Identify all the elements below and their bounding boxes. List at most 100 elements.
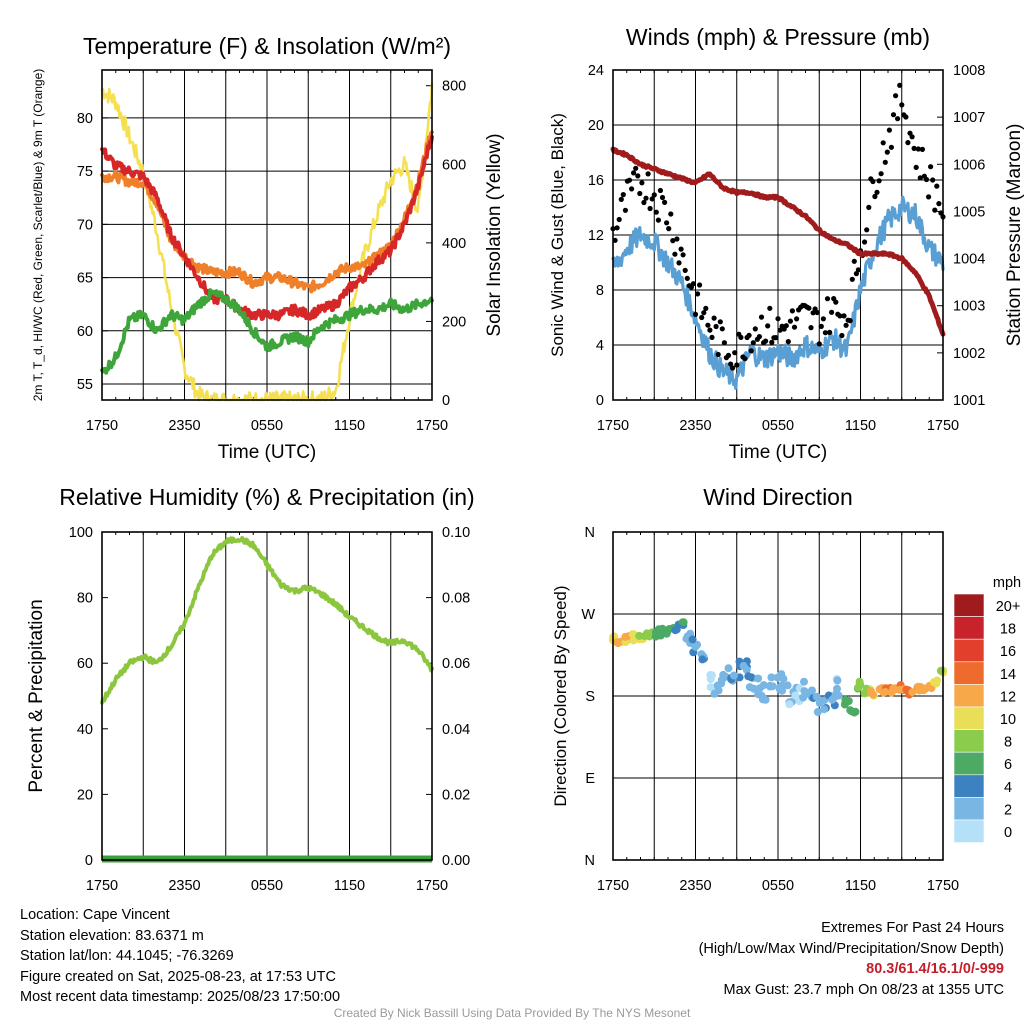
x-tick-label: 1750 xyxy=(416,878,448,894)
gust-point xyxy=(833,299,839,305)
gust-point xyxy=(622,207,629,213)
series-line-relative-humidity xyxy=(100,535,434,705)
y-axis-label: Sonic Wind & Gust (Blue, Black) xyxy=(548,113,567,357)
direction-point xyxy=(929,678,938,687)
max-gust-text: Max Gust: 23.7 mph On 08/23 at 1355 UTC xyxy=(723,981,1004,998)
direction-point xyxy=(759,681,768,690)
direction-point xyxy=(663,627,672,635)
latlon-text: Station lat/lon: 44.1045; -76.3269 xyxy=(20,948,234,964)
gust-point xyxy=(707,327,713,333)
x-tick-label: 2350 xyxy=(168,878,200,894)
gust-point xyxy=(814,309,820,316)
gust-point xyxy=(670,238,676,244)
plot-border xyxy=(101,69,433,401)
gust-point xyxy=(717,319,723,325)
y2-tick-label: 600 xyxy=(442,157,466,173)
y-tick-label: S xyxy=(585,689,595,705)
gust-point xyxy=(631,170,637,176)
gust-point xyxy=(866,204,872,210)
direction-point xyxy=(730,671,738,680)
extremes-heading: Extremes For Past 24 Hours xyxy=(821,920,1004,936)
gust-point xyxy=(758,314,765,320)
direction-point xyxy=(747,673,756,682)
gust-point xyxy=(730,365,736,371)
y2-tick-label: 1008 xyxy=(953,63,985,79)
gust-point xyxy=(697,282,703,288)
gust-point xyxy=(862,239,868,245)
gust-point xyxy=(746,332,752,338)
gust-point xyxy=(664,220,670,226)
direction-point xyxy=(767,673,776,682)
gust-point xyxy=(806,305,812,311)
x-tick-label: 2350 xyxy=(168,418,200,434)
y-axis-label: Direction (Colored By Speed) xyxy=(551,585,570,806)
gust-point xyxy=(932,207,938,213)
colorbar-label: 16 xyxy=(1000,644,1016,660)
gust-point xyxy=(738,334,744,340)
y2-tick-label: 1002 xyxy=(953,346,985,362)
y-tick-label: 0 xyxy=(85,853,93,869)
gust-point xyxy=(719,326,725,332)
gust-point xyxy=(750,340,756,346)
colorbar-label: 20+ xyxy=(996,599,1021,615)
gust-point xyxy=(639,180,645,186)
gust-point xyxy=(822,330,829,336)
gust-point xyxy=(618,196,624,202)
gust-point xyxy=(841,313,847,319)
y2-tick-label: 0.02 xyxy=(442,787,470,803)
gust-point xyxy=(909,134,915,140)
gust-point xyxy=(705,322,711,328)
gust-point xyxy=(680,252,686,258)
y-tick-label: 55 xyxy=(77,377,93,393)
direction-point xyxy=(754,674,763,683)
y2-tick-label: 1001 xyxy=(953,393,985,409)
direction-point xyxy=(778,686,787,695)
colorbar-swatch xyxy=(953,706,985,730)
x-tick-label: 1750 xyxy=(927,418,959,434)
colorbar-swatch xyxy=(953,819,985,843)
gust-point xyxy=(676,260,682,266)
y2-tick-label: 0.10 xyxy=(442,525,470,541)
y-tick-label: 40 xyxy=(77,722,93,738)
gust-point xyxy=(839,332,845,339)
gust-point xyxy=(808,325,814,331)
plot-border xyxy=(612,531,944,861)
direction-point xyxy=(761,695,770,704)
gust-point xyxy=(682,267,688,273)
direction-point xyxy=(766,681,774,690)
gust-point xyxy=(690,281,697,287)
series-line-sonic-wind xyxy=(611,195,945,390)
gust-point xyxy=(911,145,917,151)
gust-point xyxy=(864,227,870,233)
extremes-values: 80.3/61.4/16.1/0/-999 xyxy=(866,961,1004,977)
gust-point xyxy=(672,251,678,257)
direction-point xyxy=(908,688,917,697)
gust-point xyxy=(728,361,734,367)
recent-data-text: Most recent data timestamp: 2025/08/23 1… xyxy=(20,989,341,1005)
panel-title: Temperature (F) & Insolation (W/m²) xyxy=(83,33,451,59)
gust-point xyxy=(849,276,855,282)
gust-point xyxy=(643,195,649,201)
gust-point xyxy=(785,339,791,345)
elevation-text: Station elevation: 83.6371 m xyxy=(20,927,204,944)
gust-point xyxy=(886,127,893,133)
colorbar-swatch xyxy=(953,661,985,685)
y-tick-label: 65 xyxy=(77,271,93,287)
gust-point xyxy=(820,316,827,322)
x-tick-label: 0550 xyxy=(762,418,794,434)
gust-point xyxy=(818,323,824,329)
x-tick-label: 1150 xyxy=(334,418,365,434)
gust-point xyxy=(926,194,932,200)
colorbar-label: 6 xyxy=(1004,757,1012,773)
direction-point xyxy=(779,674,788,683)
gust-point xyxy=(847,318,853,324)
gust-point xyxy=(633,165,639,171)
gust-point xyxy=(645,171,651,177)
gust-point xyxy=(734,362,740,368)
colorbar-swatch xyxy=(953,774,985,798)
x-tick-label: 0550 xyxy=(251,418,283,434)
gust-point xyxy=(626,177,633,183)
x-axis-label: Time (UTC) xyxy=(729,442,828,463)
direction-point xyxy=(785,700,794,709)
